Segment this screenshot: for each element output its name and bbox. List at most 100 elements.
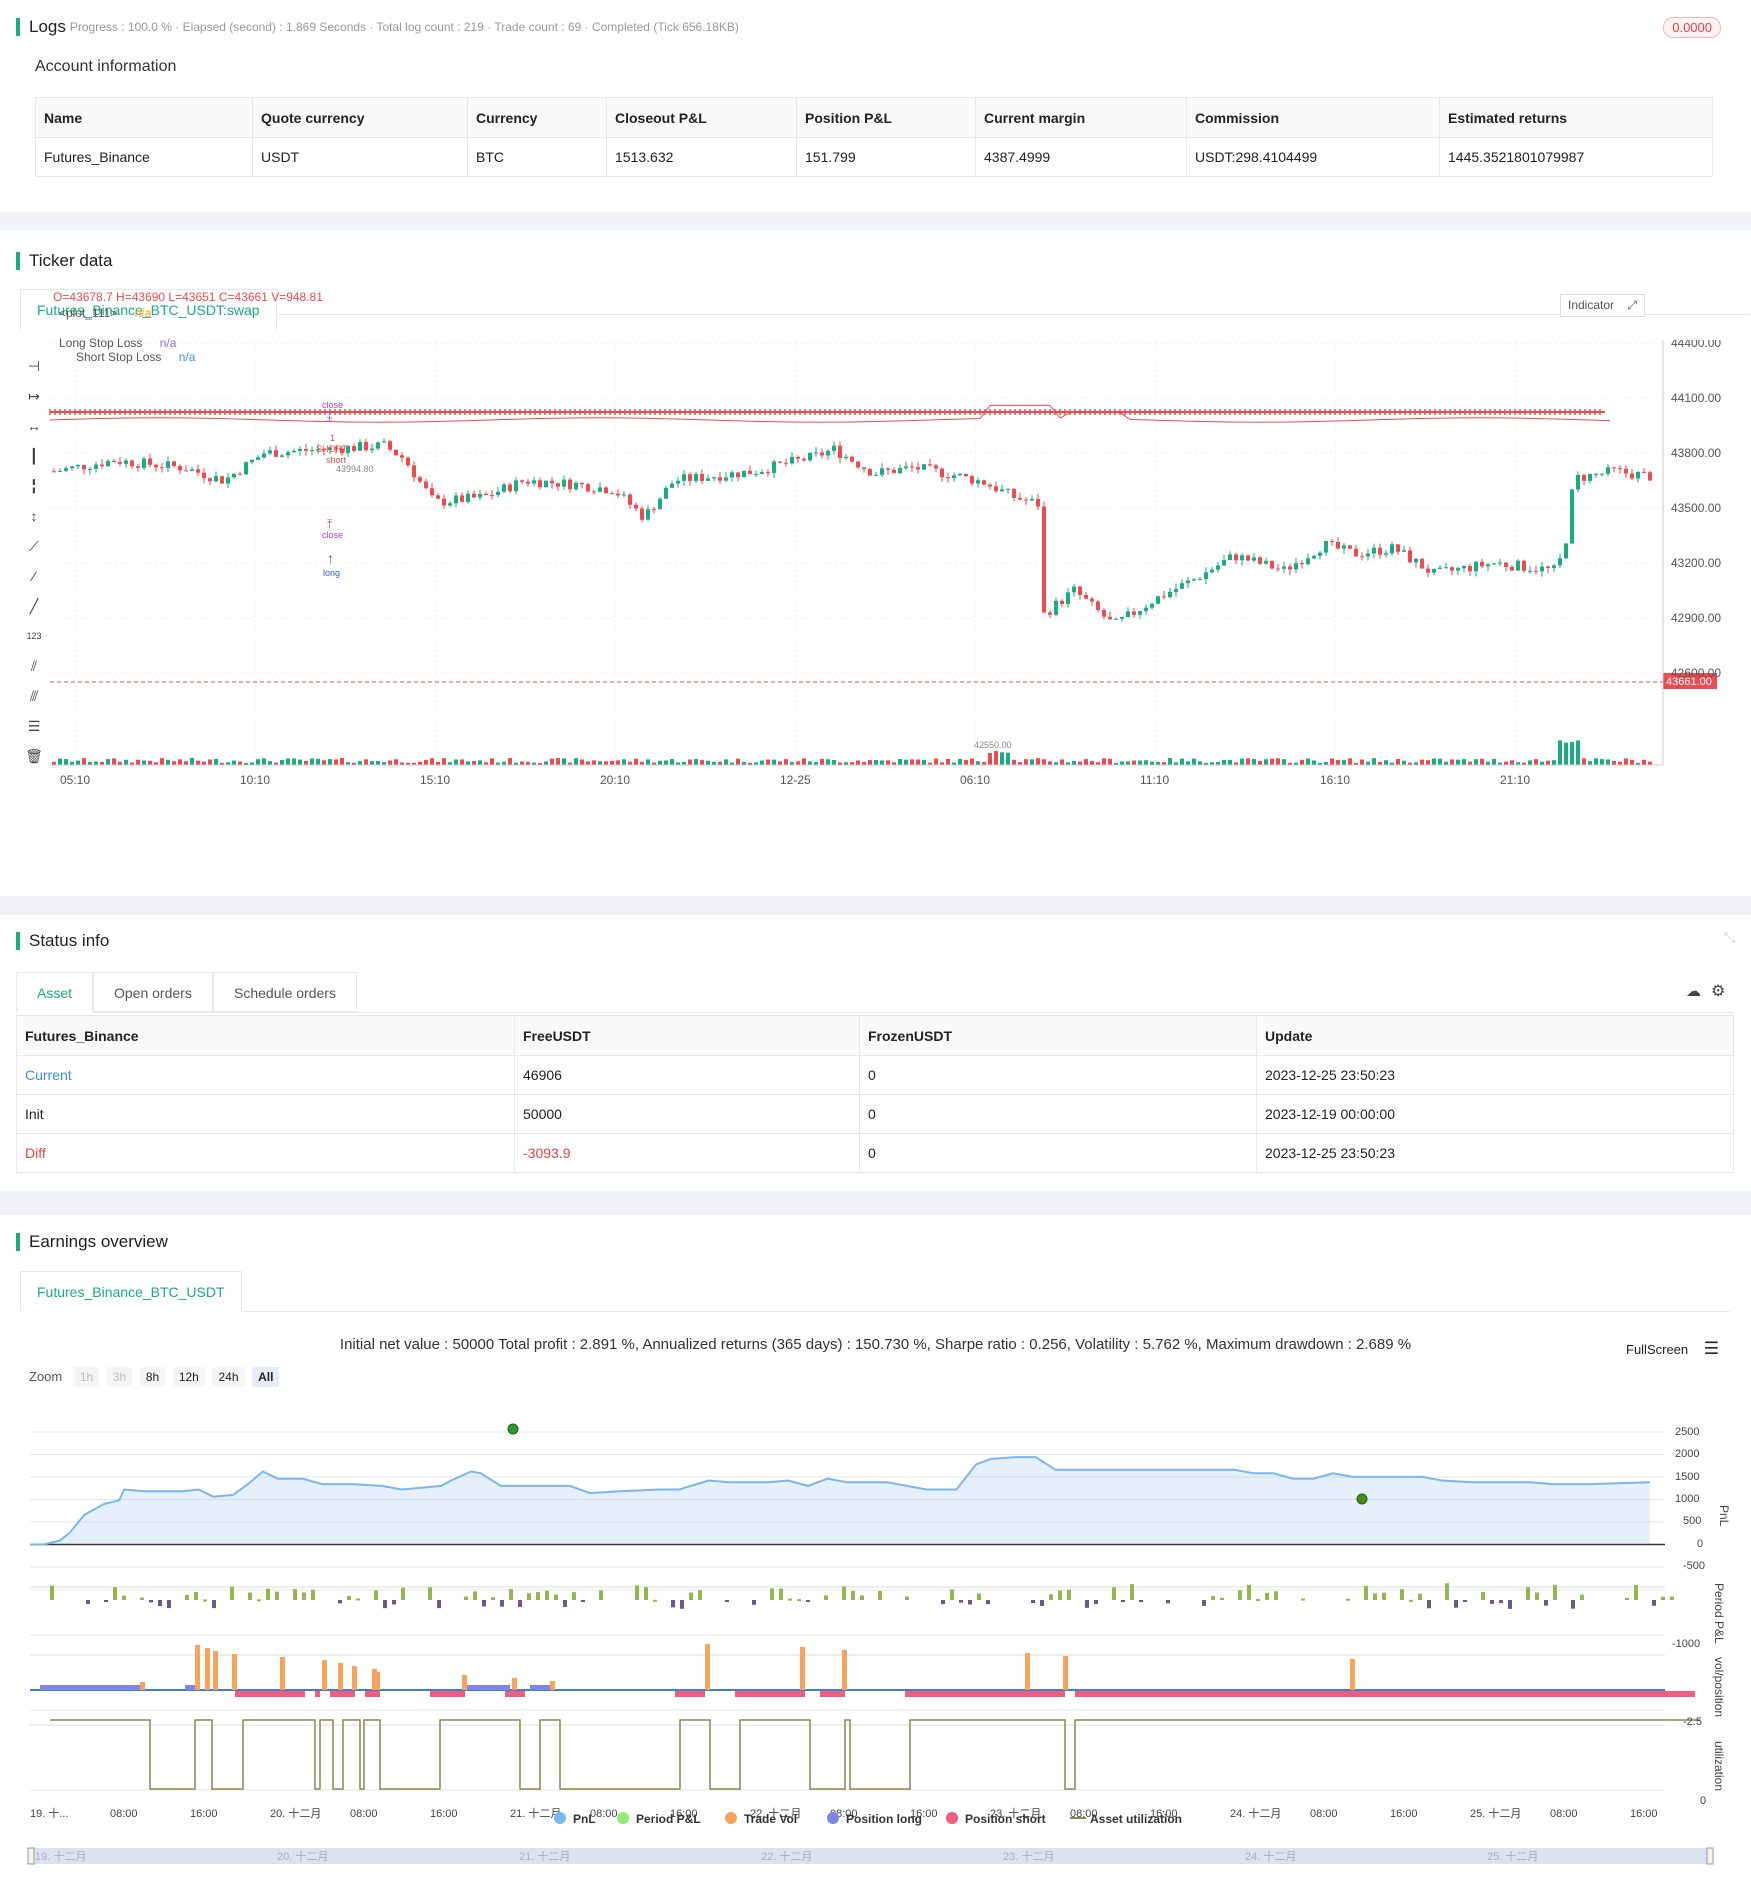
menu-icon[interactable]: ☰ — [1703, 1339, 1720, 1358]
price-range-tool-icon[interactable]: ↕ — [30, 508, 38, 524]
price-label-tool-icon[interactable]: 123 — [26, 631, 42, 641]
period-bar — [545, 1590, 549, 1600]
candle — [958, 473, 962, 476]
volume-bar — [862, 762, 866, 765]
trade-vol-bar — [205, 1648, 210, 1690]
volume-bar — [946, 758, 950, 765]
position-short-bar — [315, 1691, 320, 1697]
candle — [1150, 603, 1154, 608]
volume-bar — [988, 752, 992, 765]
legend-item[interactable]: PnL — [554, 1812, 596, 1826]
vertical-line-tool-icon[interactable]: ┃ — [29, 448, 39, 464]
trade-vol-bar — [512, 1678, 517, 1690]
volume-bar — [1420, 759, 1424, 765]
candle — [802, 458, 806, 461]
tab-ticker-symbol[interactable]: Futures_Binance_BTC_USDT:swap — [20, 289, 277, 330]
legend-item[interactable]: Trade Vol — [725, 1812, 797, 1826]
period-bar — [851, 1590, 855, 1600]
candle — [574, 483, 578, 490]
fullscreen-button[interactable]: FullScreen ☰ — [1626, 1339, 1719, 1359]
navigator[interactable]: 19. 十二月 20. 十二月 21. 十二月 22. 十二月 23. 十二月 24. 十… — [27, 1847, 1714, 1865]
candle — [484, 493, 488, 495]
volume-bar — [814, 761, 818, 765]
candle — [976, 480, 980, 484]
period-bar — [212, 1600, 216, 1609]
candle — [190, 469, 194, 471]
period-bar — [1121, 1600, 1125, 1602]
tab-schedule-orders[interactable]: Schedule orders — [213, 972, 357, 1012]
volume-bar — [1492, 758, 1496, 765]
volume-bar — [604, 761, 608, 765]
candle — [1042, 506, 1046, 613]
volume-bar — [412, 762, 416, 765]
period-bar — [1085, 1600, 1089, 1608]
candle — [394, 449, 398, 456]
segment-tool-icon[interactable]: ╱ — [29, 598, 39, 614]
earnings-legend[interactable]: PnL Period P&L Trade Vol Position long Posit… — [554, 1812, 1182, 1826]
time-tick: 10:10 — [240, 773, 270, 787]
zoom-all-button[interactable]: All — [252, 1367, 280, 1387]
legend-item[interactable]: Period P&L — [617, 1812, 701, 1826]
volume-bar — [856, 760, 860, 765]
time-tick: 11:10 — [1140, 773, 1169, 787]
tab-asset[interactable]: Asset — [16, 972, 94, 1013]
candle — [64, 468, 68, 471]
candle — [316, 449, 320, 451]
volume-bar — [304, 760, 308, 765]
candle — [1114, 618, 1118, 620]
legend-item[interactable]: Position short — [946, 1812, 1046, 1826]
volume-bar — [1156, 761, 1160, 765]
volume-bar — [268, 761, 272, 765]
zoom-12h-button[interactable]: 12h — [172, 1367, 205, 1387]
volume-bar — [382, 762, 386, 765]
ticker-panel: Ticker data Futures_Binance_BTC_USDT:swa… — [0, 230, 1751, 896]
volume-bar — [1240, 758, 1244, 765]
section-accent — [16, 932, 20, 950]
volume-bar — [796, 761, 800, 765]
zoom-24h-button[interactable]: 24h — [212, 1367, 245, 1387]
collapse-icon[interactable]: ⤡ — [1723, 929, 1735, 945]
legend-item[interactable]: Asset utilization — [1070, 1812, 1182, 1826]
fib-levels-tool-icon[interactable]: ☰ — [27, 718, 41, 734]
candle — [52, 471, 56, 473]
volume-bar — [1474, 759, 1478, 765]
period-bar — [311, 1589, 315, 1600]
legend-item[interactable]: Position long — [827, 1812, 922, 1826]
table-row: Diff -3093.9 0 2023-12-25 23:50:23 — [16, 1133, 1734, 1173]
zoom-1h-button[interactable]: 1h — [73, 1367, 100, 1387]
zoom-8h-button[interactable]: 8h — [139, 1367, 166, 1387]
candle — [688, 474, 692, 481]
fibonacci-tool-icon[interactable]: ⫻ — [29, 688, 39, 704]
period-bar — [1382, 1592, 1386, 1600]
period-bar — [1652, 1600, 1656, 1606]
period-bar — [680, 1600, 684, 1609]
horizontal-line-tool-icon[interactable]: ⊣ — [27, 358, 41, 374]
tab-earnings-symbol[interactable]: Futures_Binance_BTC_USDT — [20, 1271, 242, 1312]
extended-line-tool-icon[interactable]: ↔ — [27, 418, 41, 434]
candle — [1612, 467, 1616, 469]
volume-bar — [1000, 752, 1004, 765]
trend-line-tool-icon[interactable]: ⟋ — [29, 538, 39, 554]
candle — [1156, 596, 1160, 604]
ray-tool-icon[interactable]: ⁄ — [32, 568, 36, 584]
tab-open-orders[interactable]: Open orders — [93, 972, 213, 1012]
earnings-chart[interactable]: 2500 2000 1500 1000 500 0 -500 -1000 -2.… — [0, 1395, 1751, 1865]
volume-bar — [124, 759, 128, 765]
volume-bar — [394, 759, 398, 765]
horizontal-ray-tool-icon[interactable]: ↦ — [28, 388, 40, 404]
vertical-segment-tool-icon[interactable]: ╏ — [29, 478, 39, 494]
zoom-3h-button[interactable]: 3h — [106, 1367, 133, 1387]
period-bar — [518, 1600, 522, 1607]
logs-panel: Logs Progress : 100.0 % · Elapsed (secon… — [0, 0, 1751, 212]
cloud-download-icon[interactable]: ☁ — [1686, 983, 1701, 1000]
marker-short-count: 1 — [330, 433, 335, 443]
period-bar — [1040, 1600, 1044, 1607]
candle — [274, 450, 278, 457]
volume-bar — [1642, 759, 1646, 765]
candlestick-chart[interactable]: 43661.00 44400.00 44100.00 43800.00 43500.0… — [0, 340, 1751, 810]
settings-gear-icon[interactable]: ⚙ — [1711, 983, 1726, 1000]
delete-drawings-icon[interactable]: 🗑 — [25, 748, 43, 764]
indicator-button[interactable]: Indicator ⤢ — [1560, 294, 1645, 317]
expand-icon[interactable]: ⤢ — [1627, 298, 1637, 312]
parallel-channel-tool-icon[interactable]: ⫽ — [30, 658, 38, 674]
